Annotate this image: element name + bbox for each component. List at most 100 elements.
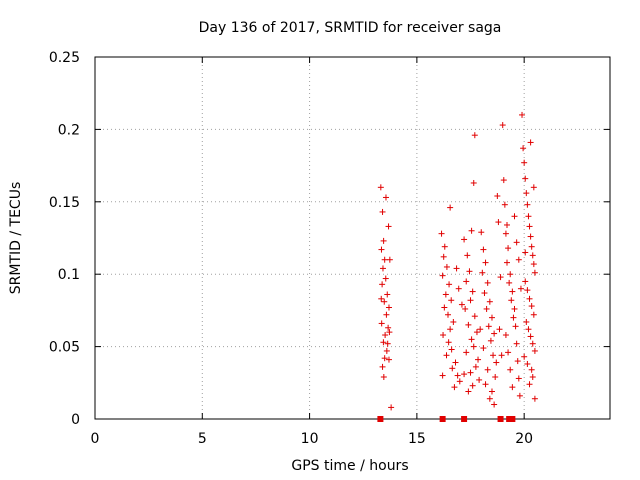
data-point xyxy=(484,366,491,373)
data-point xyxy=(378,320,385,327)
data-point xyxy=(491,401,498,408)
data-point xyxy=(502,230,509,237)
data-point xyxy=(517,285,524,292)
data-point xyxy=(479,269,486,276)
data-point xyxy=(478,229,485,236)
x-tick-label: 5 xyxy=(198,431,207,447)
data-point xyxy=(475,356,482,363)
y-tick-label: 0.05 xyxy=(49,340,80,356)
data-point xyxy=(497,274,504,281)
data-point xyxy=(528,366,535,373)
data-point xyxy=(531,269,538,276)
data-point xyxy=(381,298,388,305)
data-point xyxy=(530,184,537,191)
data-point xyxy=(511,213,518,220)
data-point xyxy=(448,297,455,304)
data-point xyxy=(469,288,476,295)
data-point xyxy=(528,303,535,310)
data-point xyxy=(379,265,386,272)
data-point xyxy=(516,392,523,399)
data-point xyxy=(385,304,392,311)
data-point xyxy=(486,395,493,402)
data-point xyxy=(448,346,455,353)
baseline-marker xyxy=(439,416,446,422)
data-point xyxy=(465,321,472,328)
data-point xyxy=(488,314,495,321)
data-point xyxy=(513,340,520,347)
data-point xyxy=(454,372,461,379)
data-point xyxy=(384,340,391,347)
data-point xyxy=(525,213,532,220)
data-point xyxy=(482,381,489,388)
data-point xyxy=(523,190,530,197)
data-point xyxy=(515,375,522,382)
data-point xyxy=(481,290,488,297)
data-point xyxy=(443,263,450,270)
data-point xyxy=(506,279,513,286)
data-point xyxy=(383,311,390,318)
y-tick-label: 0.1 xyxy=(58,267,80,283)
data-point xyxy=(471,132,478,139)
data-point xyxy=(453,265,460,272)
data-point xyxy=(449,365,456,372)
data-point xyxy=(507,366,514,373)
data-point xyxy=(522,249,529,256)
baseline-marker xyxy=(461,416,468,422)
data-point xyxy=(509,384,516,391)
data-point xyxy=(527,139,534,146)
data-point xyxy=(385,356,392,363)
y-axis-label: SRMTID / TECUs xyxy=(8,182,24,295)
data-point xyxy=(469,382,476,389)
y-tick-label: 0.15 xyxy=(49,195,80,211)
data-point xyxy=(482,259,489,266)
data-point xyxy=(510,314,517,321)
data-point xyxy=(477,326,484,333)
data-point xyxy=(458,301,465,308)
data-point xyxy=(509,288,516,295)
data-point xyxy=(526,381,533,388)
data-point xyxy=(492,374,499,381)
data-point xyxy=(385,324,392,331)
data-point xyxy=(484,279,491,286)
data-point xyxy=(520,145,527,152)
data-point xyxy=(507,271,514,278)
data-point xyxy=(382,332,389,339)
data-point xyxy=(521,353,528,360)
data-point xyxy=(491,330,498,337)
plot-area-frame xyxy=(94,56,611,420)
data-point xyxy=(447,204,454,211)
y-tick-label: 0.2 xyxy=(58,122,80,138)
data-point xyxy=(530,261,537,268)
data-point xyxy=(480,345,487,352)
data-point xyxy=(380,339,387,346)
y-tick-label: 0 xyxy=(71,412,80,428)
data-point xyxy=(379,281,386,288)
x-axis-label: GPS time / hours xyxy=(291,458,408,474)
axis-ticks xyxy=(94,56,610,420)
data-point xyxy=(443,352,450,359)
data-point xyxy=(524,201,531,208)
data-point xyxy=(483,305,490,312)
data-point xyxy=(524,360,531,367)
chart-title: Day 136 of 2017, SRMTID for receiver sag… xyxy=(199,20,502,36)
data-point xyxy=(472,363,479,370)
data-point xyxy=(388,404,395,411)
data-point xyxy=(488,388,495,395)
data-point xyxy=(455,285,462,292)
data-point xyxy=(530,311,537,318)
data-point xyxy=(462,305,469,312)
data-point xyxy=(512,323,519,330)
data-point xyxy=(385,223,392,230)
data-point xyxy=(451,384,458,391)
data-point xyxy=(386,329,393,336)
data-point xyxy=(526,223,533,230)
data-point xyxy=(522,278,529,285)
data-point xyxy=(450,318,457,325)
data-point xyxy=(504,221,510,228)
data-point xyxy=(476,376,483,383)
data-point xyxy=(473,329,480,336)
data-point xyxy=(515,256,522,263)
data-point xyxy=(444,311,451,318)
data-point xyxy=(464,252,471,259)
